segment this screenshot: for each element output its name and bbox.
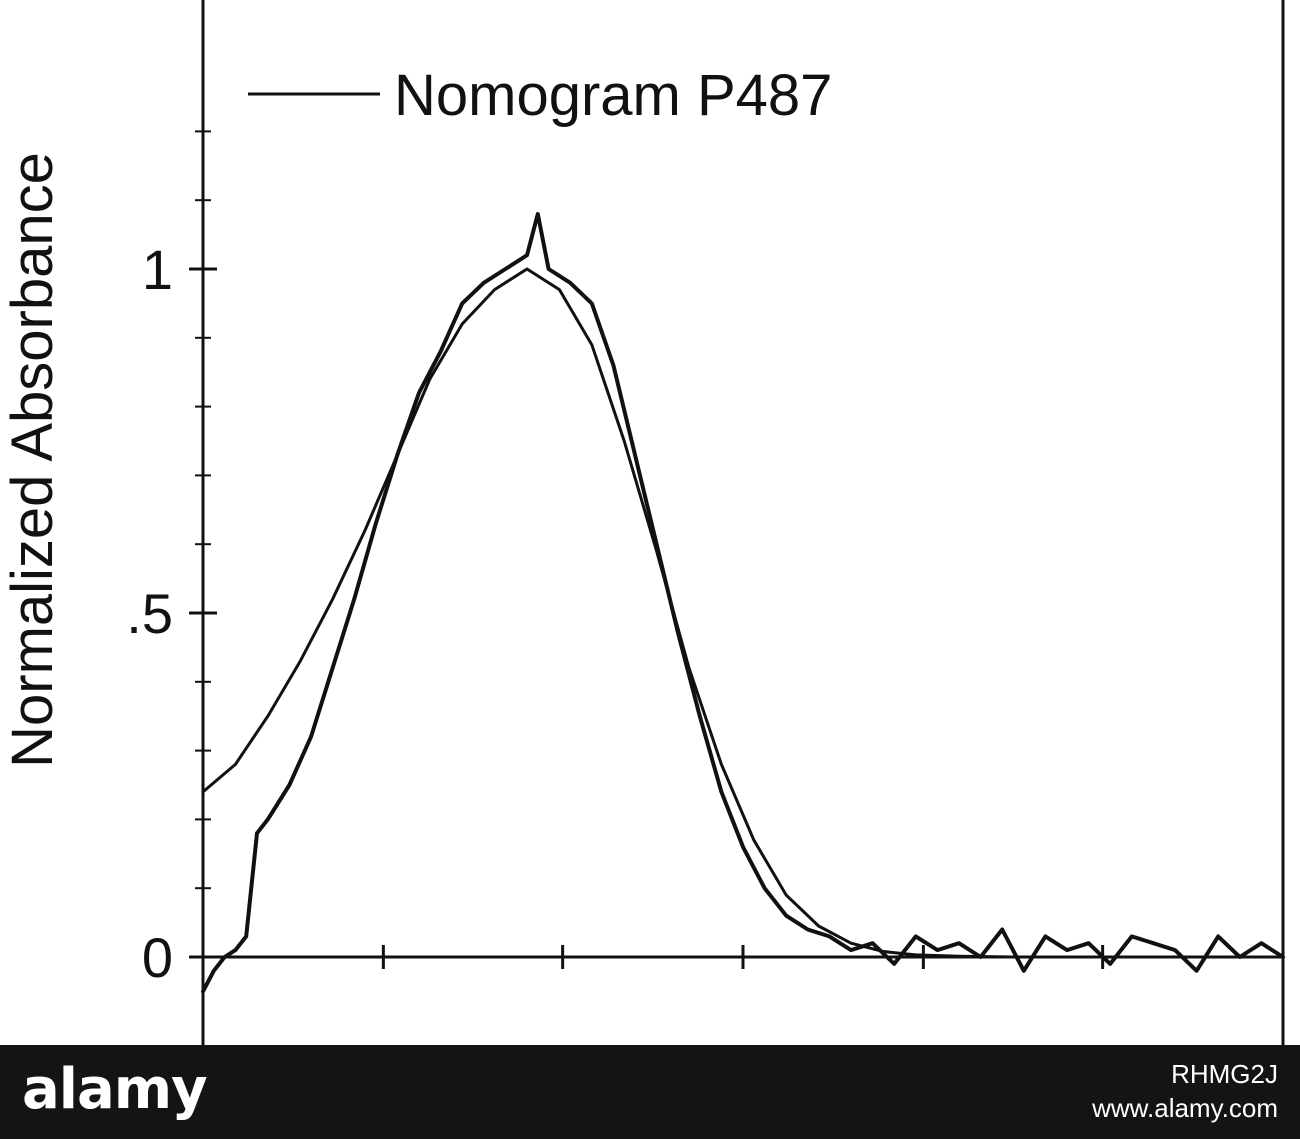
watermark-url: www.alamy.com [1092, 1093, 1278, 1123]
y-tick-label: 1 [142, 238, 173, 301]
watermark-info: RHMG2J www.alamy.com [1092, 1057, 1278, 1125]
y-tick-label: 0 [142, 926, 173, 989]
y-tick-label: .5 [126, 582, 173, 645]
image-id: RHMG2J [1171, 1059, 1278, 1089]
legend: Nomogram P487 [248, 63, 832, 128]
chart: 0.51 Nomogram P487 Normalized Absorbance [0, 0, 1285, 1045]
alamy-logo: alamy [22, 1057, 208, 1122]
watermark-banner: alamy RHMG2J www.alamy.com [0, 1045, 1300, 1139]
y-major-ticks: 0.51 [126, 238, 217, 989]
legend-label: Nomogram P487 [394, 63, 832, 128]
series-measured-line [201, 212, 1285, 994]
y-axis-label: Normalized Absorbance [0, 152, 65, 768]
